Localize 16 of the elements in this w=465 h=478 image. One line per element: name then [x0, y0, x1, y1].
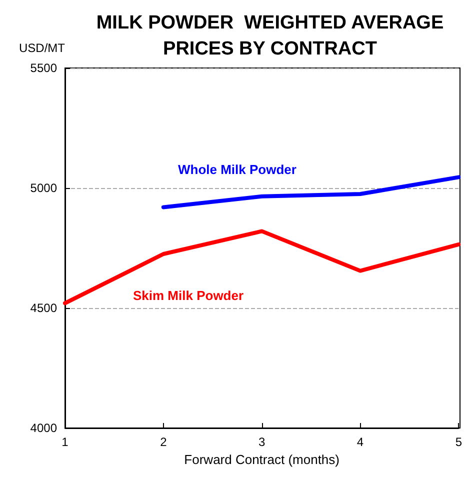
line-series — [161, 175, 461, 210]
y-tick-label: 5500 — [30, 61, 58, 75]
series-label: Whole Milk Powder — [178, 162, 296, 177]
line-series — [63, 229, 461, 306]
y-axis-title: USD/MT — [19, 41, 66, 55]
x-tick-label: 3 — [258, 435, 266, 449]
y-tick-label: 4000 — [30, 421, 58, 435]
y-tick-label: 4500 — [30, 301, 58, 315]
y-tick-label: 5000 — [30, 181, 58, 195]
x-tick-label: 5 — [455, 435, 462, 449]
x-tick-label: 2 — [160, 435, 168, 449]
chart-title: MILK POWDER WEIGHTED AVERAGE PRICES BY CONTRACT — [96, 12, 444, 60]
series-label: Skim Milk Powder — [133, 288, 244, 303]
x-tick-label: 4 — [356, 435, 364, 449]
x-tick-label: 1 — [62, 435, 69, 449]
x-axis-title: Forward Contract (months) — [184, 452, 340, 467]
